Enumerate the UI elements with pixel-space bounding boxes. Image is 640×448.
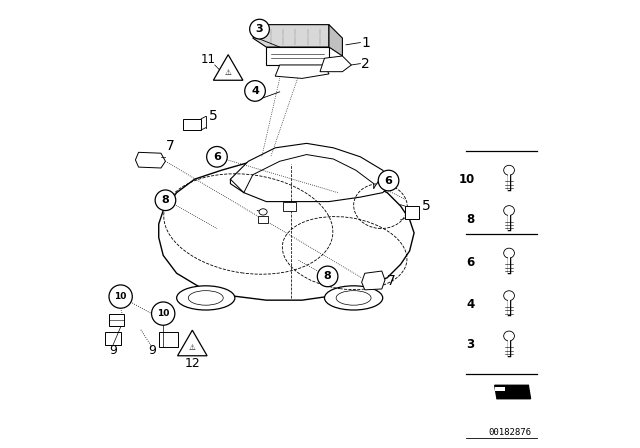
- Polygon shape: [362, 271, 385, 290]
- Text: 8: 8: [467, 213, 475, 226]
- Polygon shape: [495, 387, 504, 391]
- FancyBboxPatch shape: [258, 216, 268, 223]
- Ellipse shape: [259, 209, 267, 215]
- Circle shape: [244, 81, 266, 101]
- Text: 8: 8: [324, 271, 332, 281]
- Text: 4: 4: [467, 298, 475, 311]
- Ellipse shape: [188, 291, 223, 305]
- Text: 10: 10: [115, 292, 127, 301]
- Text: 5: 5: [209, 109, 218, 124]
- Ellipse shape: [504, 331, 515, 341]
- Text: 11: 11: [200, 52, 216, 66]
- Polygon shape: [495, 385, 531, 399]
- Polygon shape: [329, 25, 342, 56]
- Polygon shape: [184, 119, 202, 130]
- FancyBboxPatch shape: [284, 202, 296, 211]
- Polygon shape: [136, 152, 165, 168]
- Text: 7: 7: [387, 274, 396, 288]
- Text: 00182876: 00182876: [488, 428, 531, 437]
- Circle shape: [250, 19, 269, 39]
- Text: 5: 5: [422, 199, 431, 213]
- Text: 3: 3: [467, 338, 475, 352]
- Text: 6: 6: [213, 152, 221, 162]
- Text: 6: 6: [467, 255, 475, 269]
- Polygon shape: [320, 56, 351, 72]
- Circle shape: [207, 146, 227, 167]
- Ellipse shape: [177, 286, 235, 310]
- Ellipse shape: [336, 291, 371, 305]
- Text: 8: 8: [161, 195, 170, 205]
- Ellipse shape: [504, 248, 515, 258]
- Ellipse shape: [504, 291, 515, 301]
- Text: 3: 3: [256, 24, 263, 34]
- Ellipse shape: [324, 286, 383, 310]
- Text: ⚠: ⚠: [225, 68, 232, 77]
- FancyBboxPatch shape: [109, 314, 124, 326]
- Polygon shape: [159, 159, 414, 300]
- Polygon shape: [213, 55, 243, 80]
- Polygon shape: [253, 25, 329, 47]
- Polygon shape: [177, 330, 207, 356]
- Circle shape: [109, 285, 132, 308]
- Text: 2: 2: [361, 56, 370, 71]
- Circle shape: [152, 302, 175, 325]
- Circle shape: [155, 190, 176, 211]
- FancyBboxPatch shape: [105, 332, 121, 345]
- Ellipse shape: [504, 165, 515, 175]
- Text: 9: 9: [109, 344, 117, 357]
- Ellipse shape: [504, 206, 515, 215]
- Circle shape: [378, 170, 399, 191]
- Text: 12: 12: [184, 357, 200, 370]
- Polygon shape: [230, 143, 392, 202]
- Polygon shape: [405, 206, 419, 219]
- Text: 6: 6: [385, 176, 392, 185]
- Text: 1: 1: [361, 35, 370, 50]
- Text: 7: 7: [165, 139, 174, 154]
- Polygon shape: [275, 65, 329, 78]
- Circle shape: [317, 266, 338, 287]
- Text: ⚠: ⚠: [189, 344, 196, 353]
- FancyBboxPatch shape: [159, 332, 177, 347]
- Text: 4: 4: [251, 86, 259, 96]
- Text: 9: 9: [148, 344, 156, 357]
- Text: 10: 10: [458, 172, 475, 186]
- Text: 10: 10: [157, 309, 170, 318]
- Polygon shape: [266, 47, 329, 65]
